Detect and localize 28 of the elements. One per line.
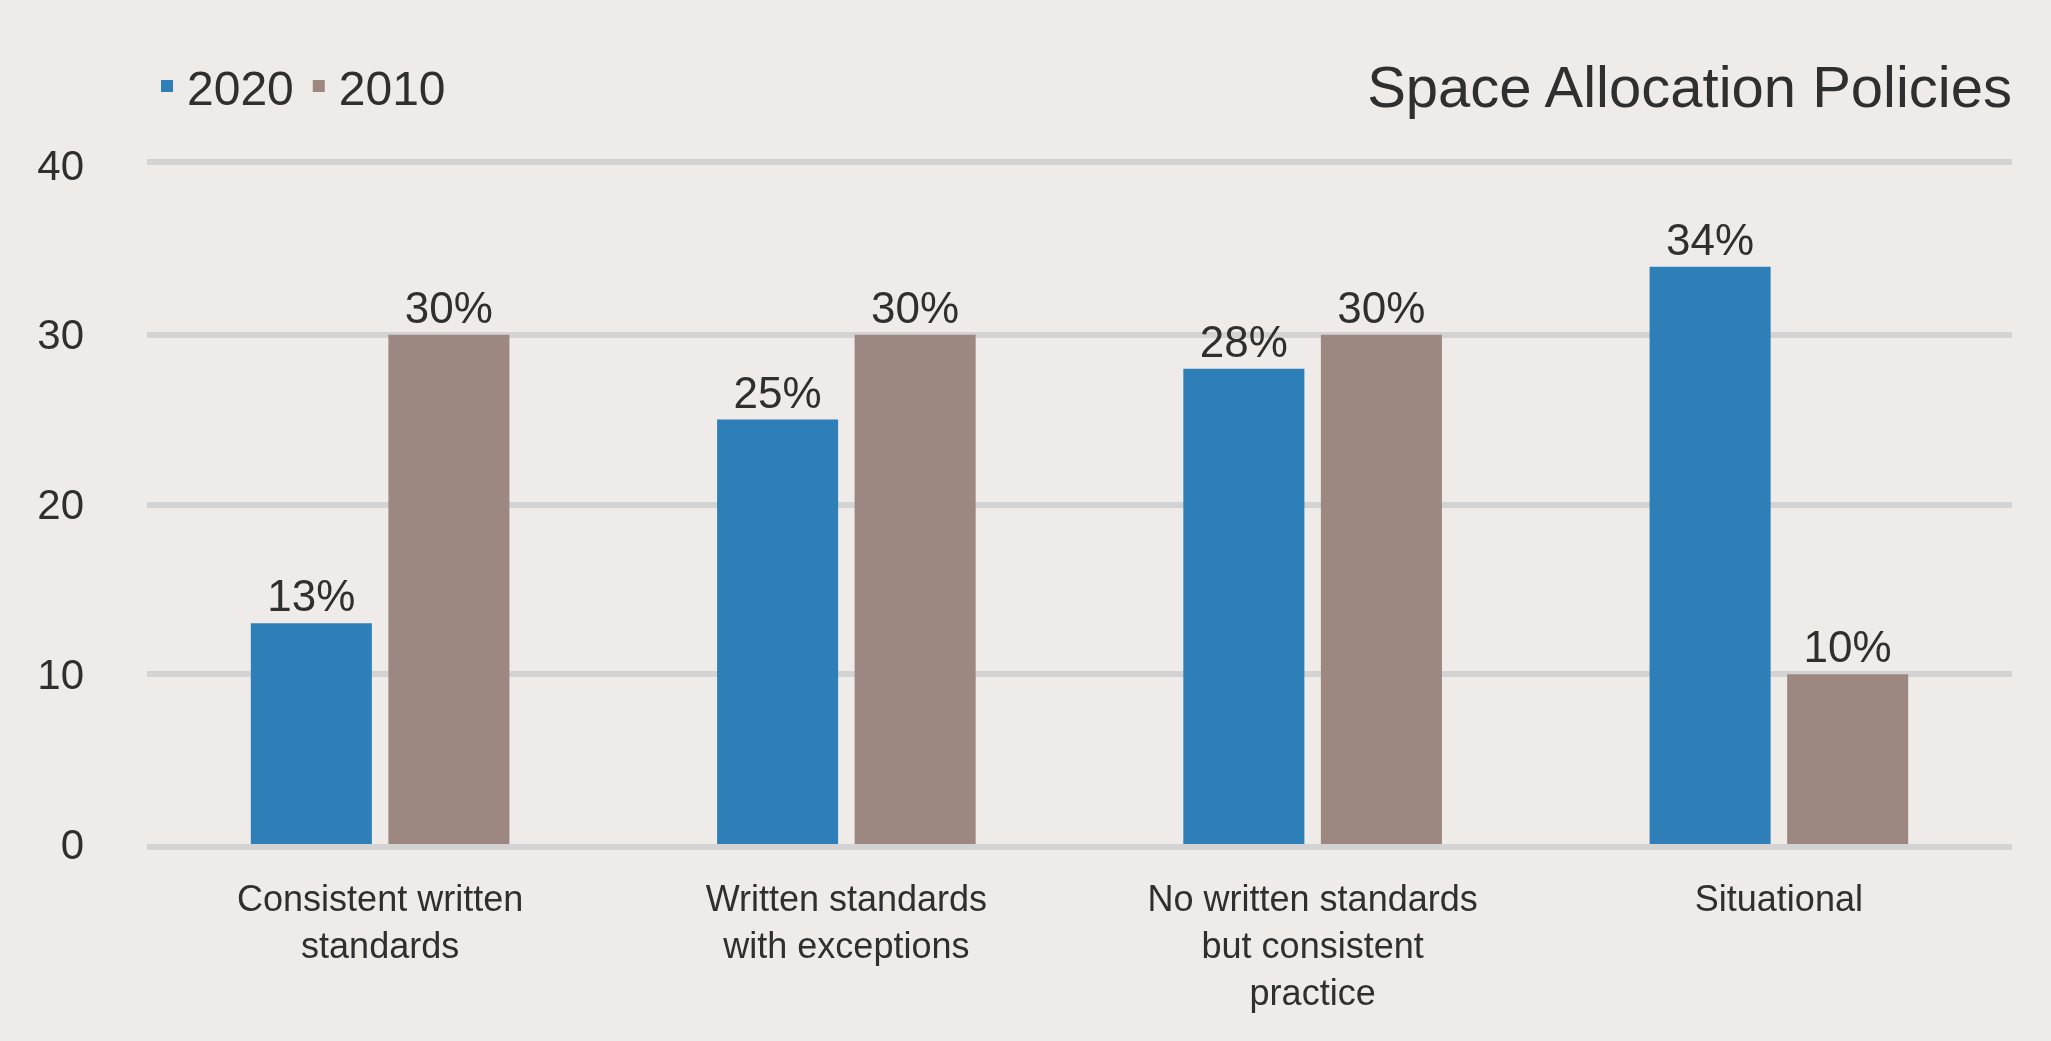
data-label: 28%: [1199, 316, 1288, 366]
legend-label: 2010: [338, 61, 446, 115]
chart-title: Space Allocation Policies: [1367, 53, 2012, 119]
bar: [250, 623, 372, 844]
bar: [1787, 674, 1909, 844]
y-tick-label: 10: [37, 650, 84, 698]
x-tick-label: No written standards but consistent practice: [1147, 878, 1478, 1013]
x-tick-label: Situational: [1694, 878, 1863, 920]
bar: [1320, 334, 1442, 844]
data-label: 25%: [733, 367, 822, 417]
data-label: 13%: [267, 571, 356, 621]
bar: [1649, 266, 1771, 844]
x-tick-label: Written standards with exceptions: [705, 878, 988, 966]
data-label: 34%: [1666, 214, 1755, 264]
y-tick-label: 40: [37, 141, 84, 189]
legend-label: 2020: [187, 61, 294, 115]
bar: [1183, 368, 1305, 844]
y-tick-label: 30: [37, 311, 84, 359]
bar: [388, 334, 510, 844]
data-label: 30%: [1337, 282, 1426, 332]
data-label: 30%: [871, 282, 960, 332]
y-tick-label: 0: [60, 820, 84, 868]
bar: [717, 419, 839, 844]
bar: [854, 334, 976, 844]
data-label: 10%: [1803, 622, 1892, 672]
x-tick-label: Consistent written standards: [237, 878, 524, 966]
data-label: 30%: [404, 282, 493, 332]
y-tick-label: 20: [37, 481, 84, 529]
